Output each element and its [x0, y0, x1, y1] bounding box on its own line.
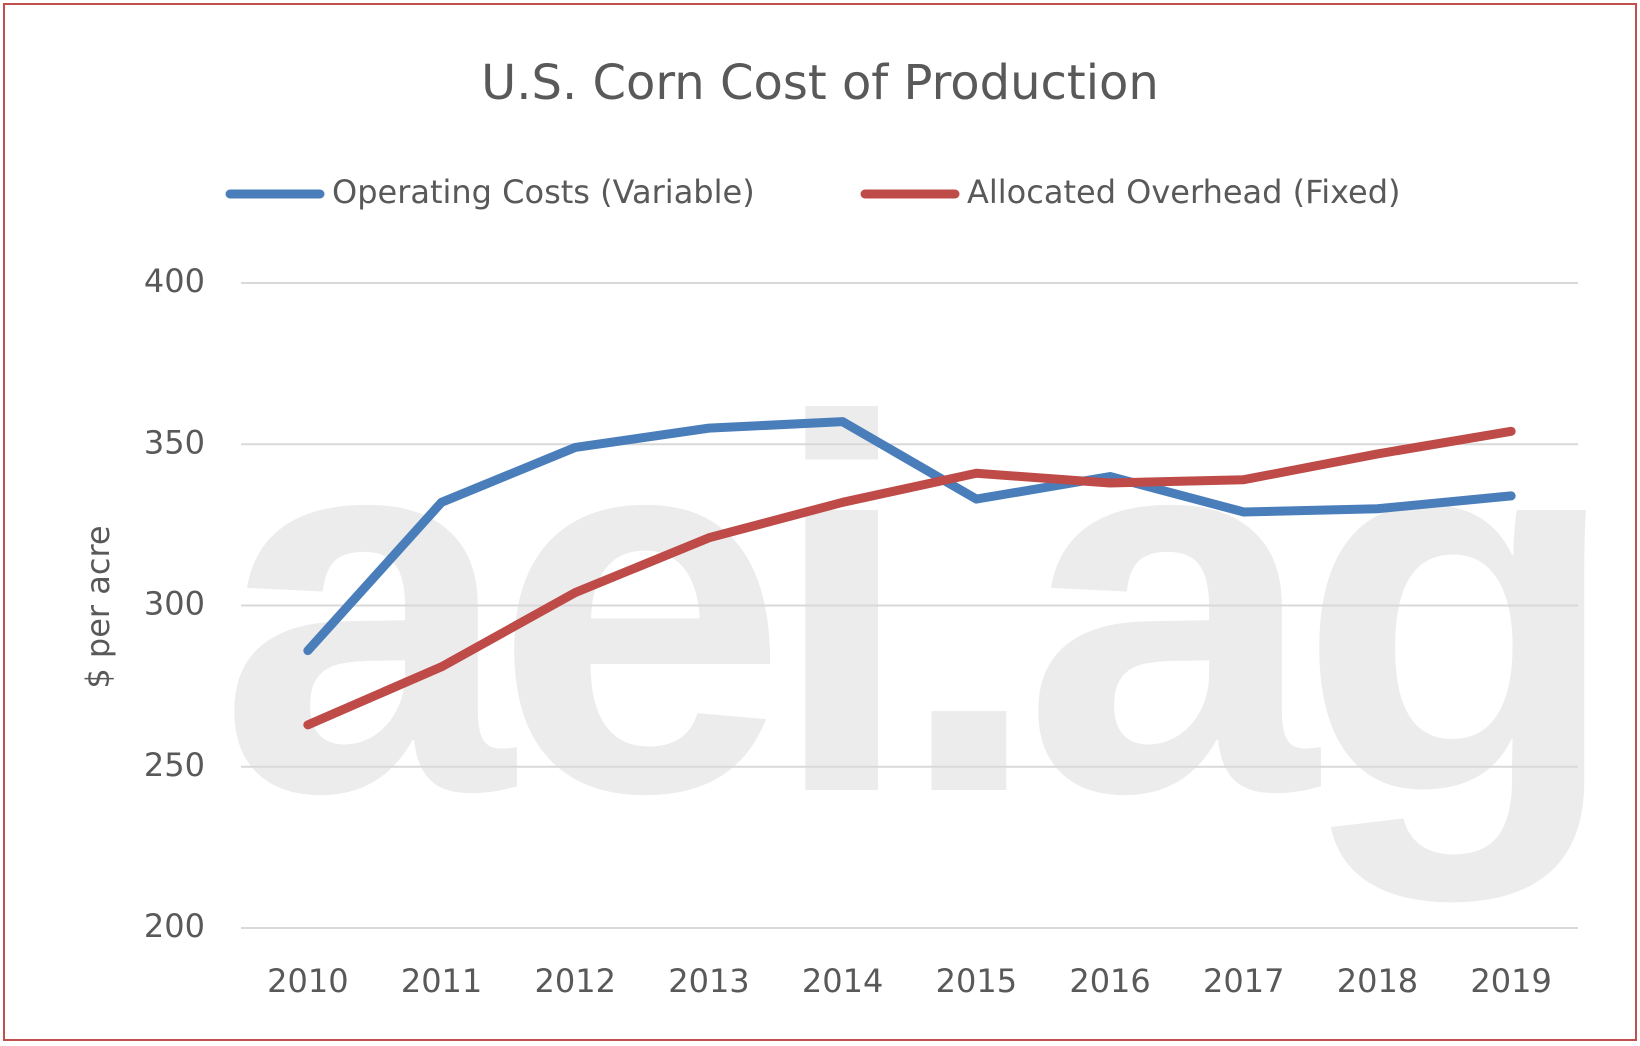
y-axis-label: $ per acre — [79, 525, 117, 688]
x-tick-label: 2012 — [535, 962, 616, 1000]
x-tick-label: 2018 — [1337, 962, 1418, 1000]
x-tick-label: 2013 — [668, 962, 749, 1000]
x-tick-label: 2019 — [1470, 962, 1551, 1000]
y-tick-label: 350 — [144, 423, 205, 461]
x-tick-label: 2017 — [1203, 962, 1284, 1000]
y-tick-label: 300 — [144, 585, 205, 623]
x-tick-label: 2010 — [267, 962, 348, 1000]
y-tick-label: 400 — [144, 262, 205, 300]
legend-label: Operating Costs (Variable) — [332, 173, 755, 211]
chart-title: U.S. Corn Cost of Production — [481, 55, 1159, 111]
y-tick-label: 200 — [144, 907, 205, 945]
legend-label: Allocated Overhead (Fixed) — [967, 173, 1401, 211]
watermark: aei.ag — [219, 311, 1602, 906]
y-tick-label: 250 — [144, 746, 205, 784]
x-tick-label: 2015 — [936, 962, 1017, 1000]
series-line — [303, 426, 1516, 730]
chart-border — [3, 3, 1637, 1041]
series-line — [303, 417, 1516, 656]
x-tick-label: 2016 — [1069, 962, 1150, 1000]
x-tick-label: 2014 — [802, 962, 883, 1000]
x-tick-label: 2011 — [401, 962, 482, 1000]
